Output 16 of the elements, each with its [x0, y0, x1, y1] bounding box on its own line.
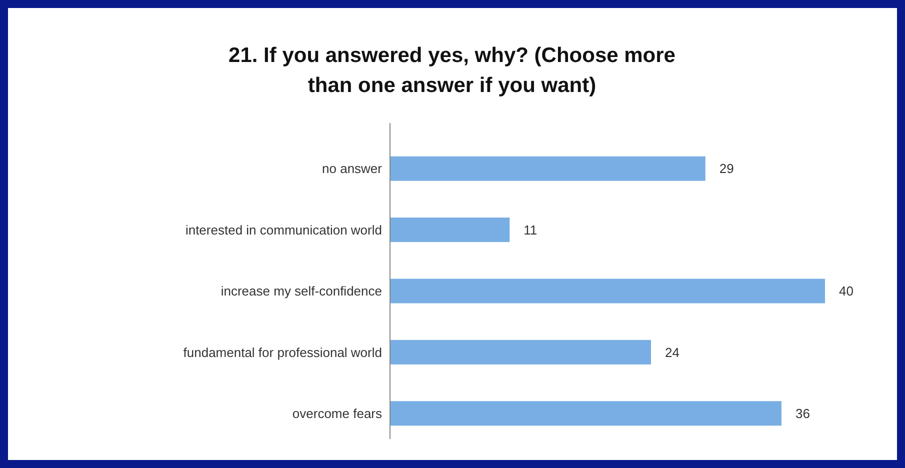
- data-label: 29: [719, 161, 734, 176]
- data-label: 24: [665, 344, 680, 360]
- y-tick-label: overcome fears: [292, 406, 382, 421]
- y-tick-label: interested in communication world: [185, 222, 382, 238]
- chart-title: 21. If you answered yes, why? (Choose more than one answer if you want): [228, 44, 676, 97]
- bar: [390, 278, 825, 304]
- bar: [390, 401, 782, 426]
- bar: [390, 156, 706, 181]
- y-tick-label: increase my self-confidence: [220, 284, 382, 299]
- bar: [390, 218, 510, 242]
- data-label: 36: [796, 406, 810, 421]
- bar: [390, 340, 651, 364]
- data-label: 11: [524, 222, 538, 238]
- y-tick-label: fundamental for professional world: [183, 344, 382, 360]
- y-tick-label: no answer: [322, 161, 383, 176]
- data-label: 40: [839, 284, 854, 299]
